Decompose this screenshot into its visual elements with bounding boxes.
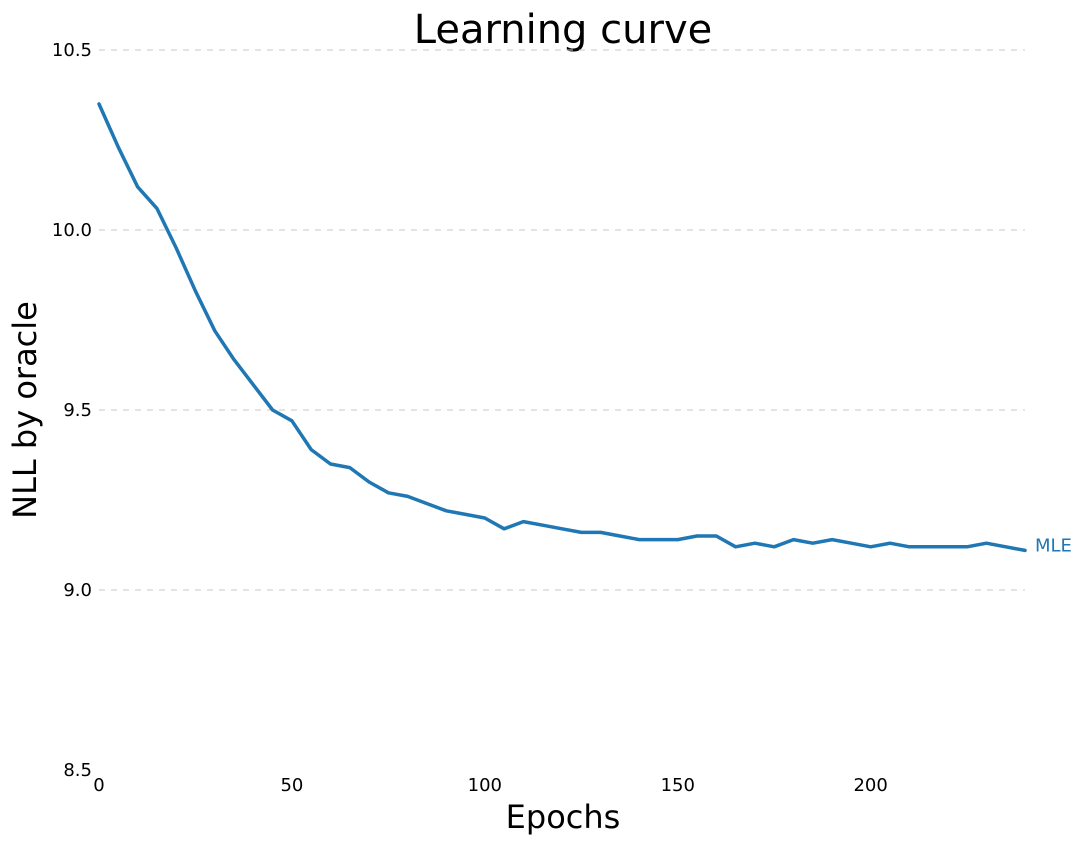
chart-title: Learning curve xyxy=(414,7,712,53)
series-group: MLE xyxy=(97,102,1072,556)
x-tick-label: 150 xyxy=(661,775,695,796)
series-line-mle xyxy=(97,102,1027,553)
x-axis-ticks: 0 50 100 150 200 xyxy=(93,775,888,796)
y-tick-label: 8.5 xyxy=(63,760,92,781)
x-tick-label: 0 xyxy=(93,775,104,796)
x-axis-label: Epochs xyxy=(506,798,621,836)
y-tick-label: 9.5 xyxy=(63,400,92,421)
y-tick-label: 10.0 xyxy=(52,220,92,241)
y-axis-ticks: 8.5 9.0 9.5 10.0 10.5 xyxy=(52,40,92,781)
x-tick-label: 50 xyxy=(280,775,303,796)
y-tick-label: 10.5 xyxy=(52,40,92,61)
x-tick-label: 200 xyxy=(853,775,887,796)
grid-lines xyxy=(99,49,1025,591)
y-tick-label: 9.0 xyxy=(63,580,92,601)
series-label-mle: MLE xyxy=(1035,535,1072,556)
y-axis-label: NLL by oracle xyxy=(6,301,44,519)
x-tick-label: 100 xyxy=(468,775,502,796)
